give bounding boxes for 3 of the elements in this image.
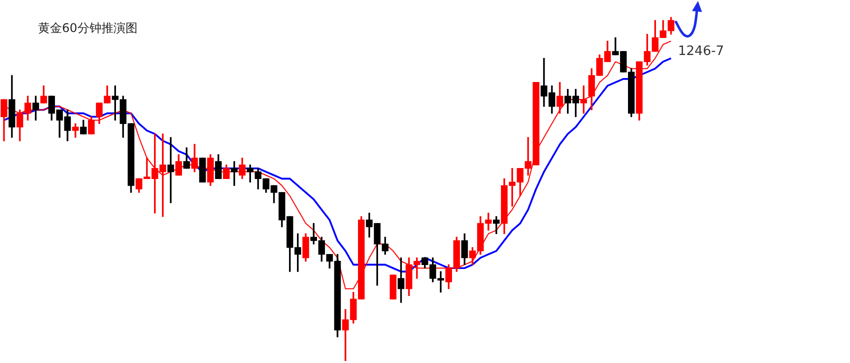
chart-title: 黄金60分钟推演图 (38, 20, 138, 37)
text: 1246-7 (678, 44, 724, 59)
candlestick (398, 257, 404, 303)
